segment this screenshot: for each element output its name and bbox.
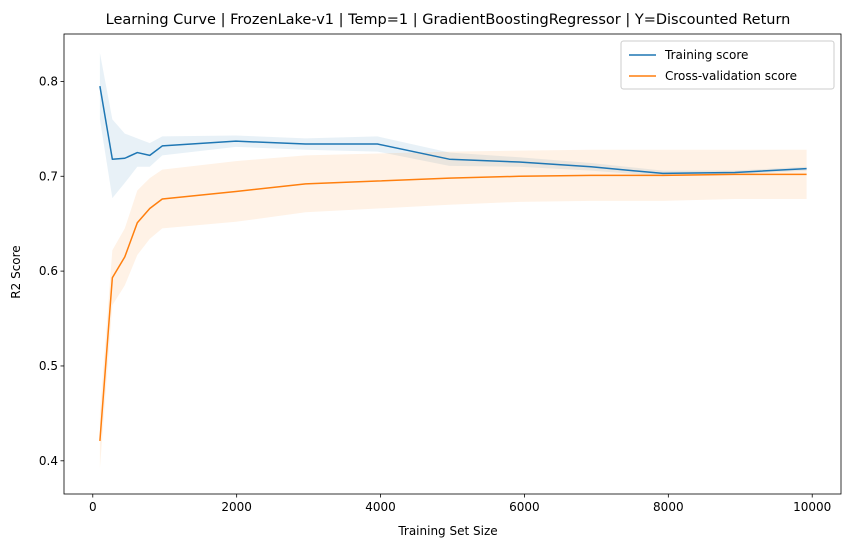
x-tick-label: 4000: [365, 500, 396, 514]
x-tick-label: 6000: [509, 500, 540, 514]
plot-frame: [63, 33, 842, 495]
y-tick-label: 0.4: [39, 454, 58, 468]
y-axis-title: R2 Score: [9, 245, 23, 298]
legend: Training score Cross-validation score: [620, 40, 835, 90]
x-axis: 0 2000 4000 6000 8000 10000: [89, 494, 831, 514]
cross-validation-score-line: [99, 173, 807, 441]
y-tick-label: 0.5: [39, 359, 58, 373]
y-tick-label: 0.7: [39, 169, 58, 183]
legend-label-training-score: Training score: [664, 48, 748, 62]
chart-title: Learning Curve | FrozenLake-v1 | Temp=1 …: [106, 12, 791, 28]
x-tick-label: 2000: [221, 500, 252, 514]
y-axis: 0.4 0.5 0.6 0.7 0.8: [39, 74, 64, 468]
plot-area: [99, 52, 807, 469]
y-tick-label: 0.6: [39, 264, 58, 278]
x-axis-title: Training Set Size: [397, 524, 497, 538]
legend-label-cross-validation-score: Cross-validation score: [665, 69, 797, 83]
x-tick-label: 10000: [793, 500, 831, 514]
x-tick-label: 0: [89, 500, 97, 514]
x-tick-label: 8000: [653, 500, 684, 514]
training-score-line: [99, 86, 807, 175]
y-tick-label: 0.8: [39, 74, 58, 88]
cross-validation-score-band: [99, 149, 807, 469]
legend-box: [620, 40, 835, 90]
